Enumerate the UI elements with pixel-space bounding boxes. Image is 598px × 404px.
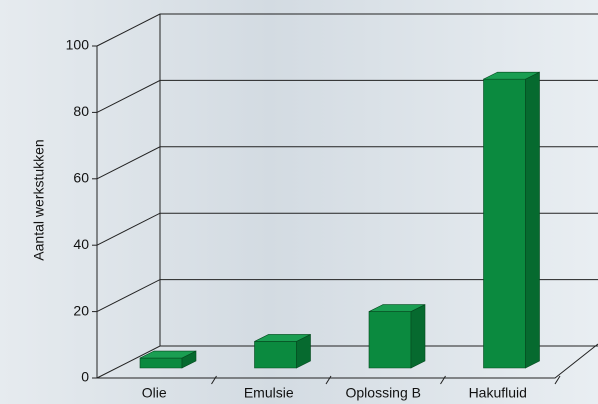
y-tick-label: 20 [73,302,89,318]
bar-side [526,72,540,368]
x-tick-label: Hakufluid [469,385,527,401]
bar-front [140,358,182,368]
bar-front [484,79,526,368]
y-tick-label: 100 [66,37,90,53]
y-tick-label: 60 [73,170,89,186]
y-axis-label: Aantal werkstukken [31,139,47,260]
bar-side [411,305,425,368]
y-tick-label: 0 [81,369,89,385]
x-tick-label: Olie [142,385,167,401]
y-tick-label: 40 [73,236,89,252]
y-tick-label: 80 [73,103,89,119]
bar [140,351,196,368]
bar [484,72,540,368]
bar [369,305,425,368]
chart: Aantal werkstukken 0 20 40 60 80 100 Olie Emuls… [0,0,598,404]
bar [255,334,311,368]
x-tick-label: Emulsie [244,385,294,401]
x-tick-label: Oplossing B [346,385,421,401]
bar-front [369,312,411,368]
bar-front [255,341,297,368]
